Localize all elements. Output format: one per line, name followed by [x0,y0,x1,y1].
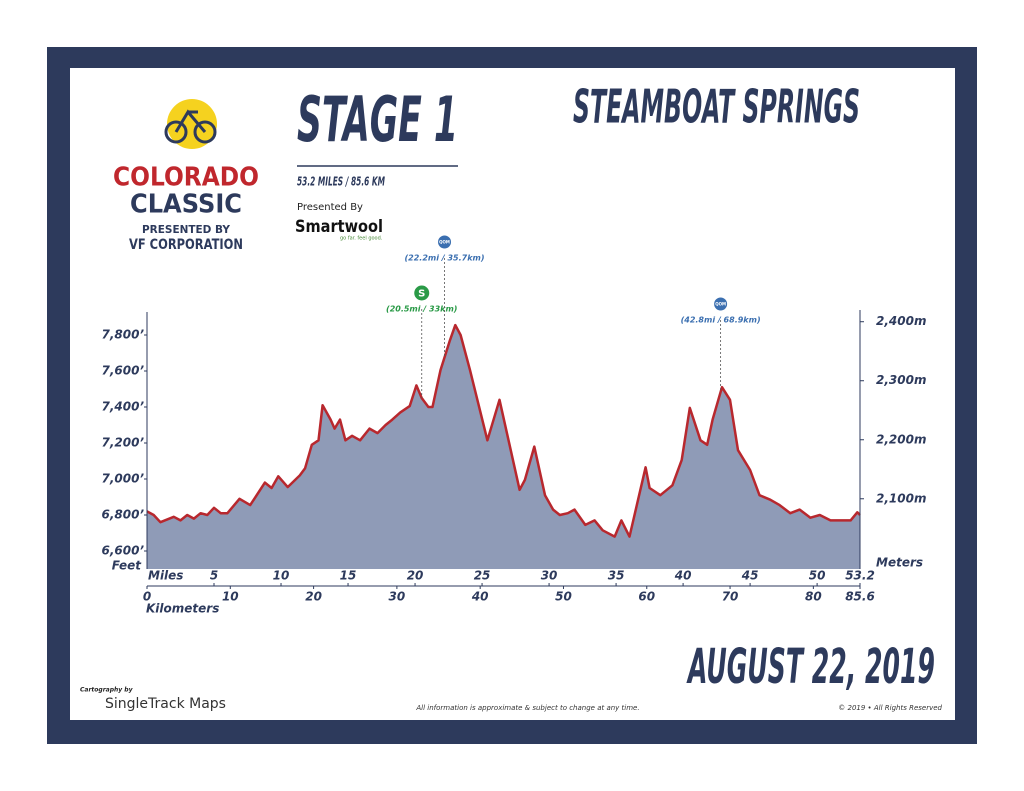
y-axis-label: Feet [112,559,143,573]
annotation-icon [713,296,729,312]
y2-tick-label: 2,300m [876,373,926,387]
y-tick-label: 7,200’ [101,436,144,450]
x2-axis-label: Kilometers [146,602,219,616]
elevation-chart: 6,600’ 6,800’ 7,000’ 7,200’ 7,400’ 7,600’ 7,80… [101,234,926,616]
annotation-label: (22.2mi / 35.7km) [405,254,485,263]
x-tick-label: 45 [741,569,759,583]
elevation-area [147,325,860,569]
x2-tick-label: 60 [638,590,655,604]
y-tick-label: 7,400’ [101,400,144,414]
stage-distance: 53.2 MILES / 85.6 KM [297,175,385,189]
x2-tick-label: 85.6 [845,590,875,604]
x2-tick-label: 0 [143,590,151,604]
logo-text: CLASSIC [130,190,242,220]
x-tick-label: 50 [809,569,826,583]
x2-tick-label: 80 [805,590,822,604]
annotation-icon-text: QOM [715,302,726,307]
x-tick-label: 25 [474,569,491,583]
logo [164,99,217,149]
copyright: © 2019 • All Rights Reserved [838,704,942,712]
x2-tick-label: 10 [222,590,239,604]
disclaimer: All information is approximate & subject… [415,704,639,712]
x-tick-label: 20 [407,569,424,583]
annotation-icon-text: QOM [439,240,450,245]
y-tick-label: 7,600’ [101,364,144,378]
sponsor: Smartwool [295,217,383,237]
x2-tick-label: 50 [555,590,572,604]
y2-tick-label: 2,200m [876,432,926,446]
city: STEAMBOAT SPRINGS [573,80,860,134]
x-tick-label: 10 [273,569,290,583]
logo-text: COLORADO [113,163,259,193]
elevation-line [146,323,861,538]
annotation-icon [413,284,431,302]
cartographer: SingleTrack Maps [105,696,226,712]
y-tick-label: 7,800’ [101,328,144,342]
x-axis-label: Miles [148,569,183,583]
stage-title: STAGE 1 [297,83,458,156]
annotation-label: (42.8mi / 68.9km) [681,316,761,325]
x-tick-label: 53.2 [845,569,875,583]
y-tick-label: 6,600’ [101,544,144,558]
x-tick-label: 5 [210,569,218,583]
y-tick-label: 6,800’ [101,508,144,522]
x-tick-label: 40 [674,569,692,583]
x-tick-label: 15 [340,569,357,583]
logo-text: PRESENTED BY [142,223,231,236]
presented-by: Presented By [297,202,363,213]
x2-tick-label: 30 [389,590,406,604]
annotation-label: (20.5mi / 33km) [386,305,457,314]
x2-tick-label: 40 [471,590,489,604]
y2-tick-label: 2,400m [876,314,926,328]
y-tick-label: 7,000’ [101,472,144,486]
cartography: Cartography by [80,687,134,694]
logo-text: VF CORPORATION [129,237,243,253]
annotation-icon [437,234,453,250]
panel [70,68,955,720]
y2-tick-label: 2,100m [876,491,926,505]
x2-tick-label: 70 [722,590,739,604]
date: AUGUST 22, 2019 [686,639,935,695]
annotation-icon-text: S [418,289,425,300]
x-tick-label: 30 [541,569,558,583]
y2-axis-label: Meters [876,556,923,570]
x-tick-label: 35 [608,569,625,583]
x2-tick-label: 20 [305,590,322,604]
sponsor-tagline: go far. feel good. [340,236,383,242]
